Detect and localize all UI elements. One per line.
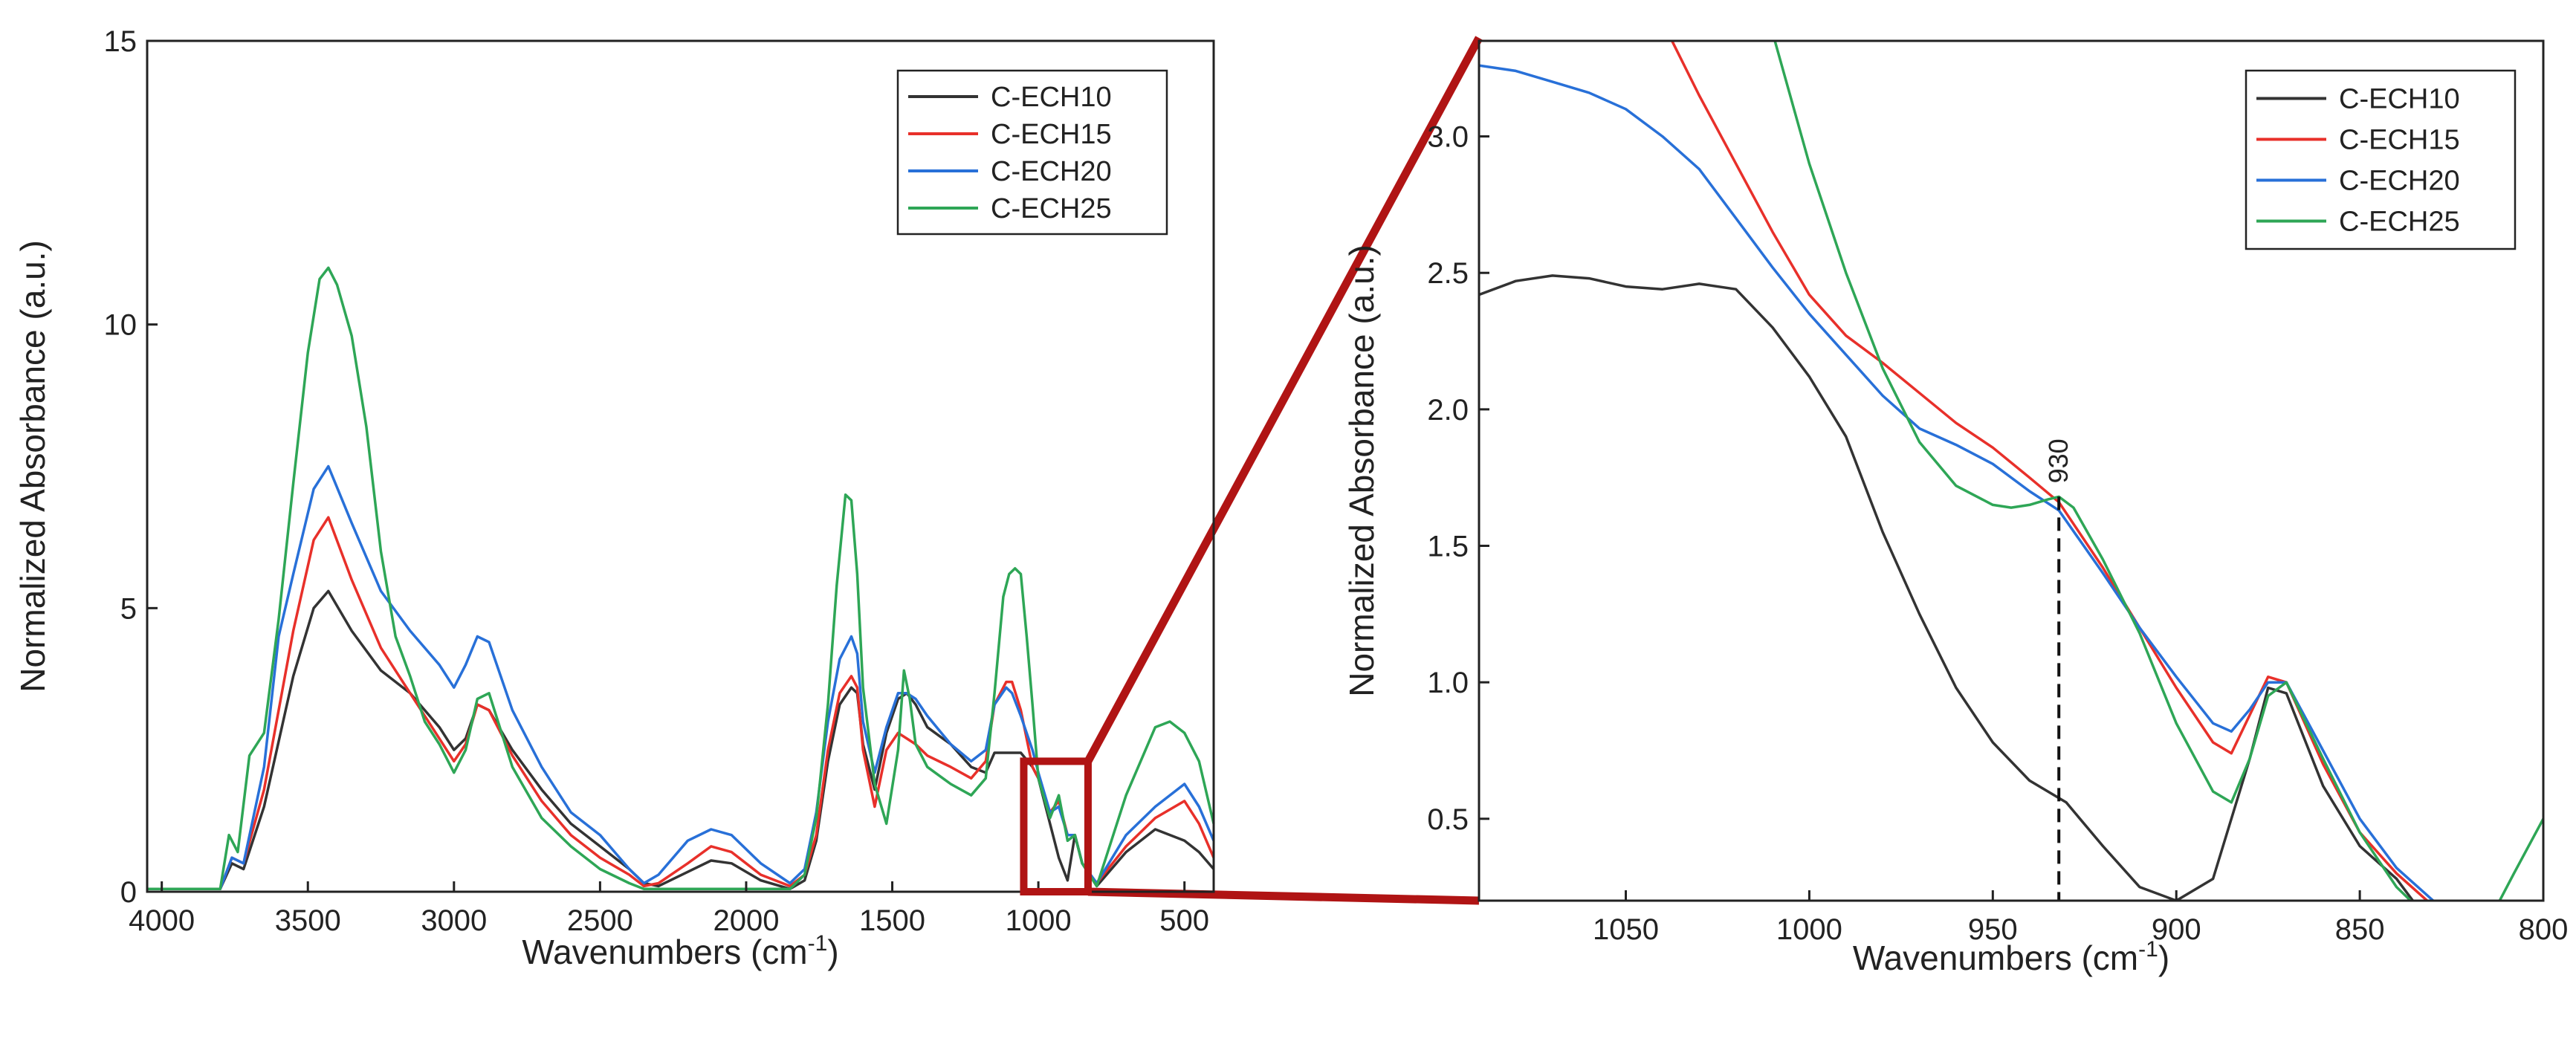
series-line-c-ech10 [1479,274,2415,901]
x-tick-label: 4000 [129,904,195,937]
y-tick-label: 2.5 [1427,257,1469,290]
zoom-connector-top [1084,36,1483,764]
x-tick-label: 1000 [1776,913,1842,946]
series-line-c-ech25 [1773,41,2543,901]
x-tick-label: 2000 [713,904,779,937]
x-tick-label: 2500 [567,904,633,937]
full-spectrum-y-axis-title: Normalized Absorbance (a.u.) [13,240,52,693]
zoomed-inset-legend: C-ECH10 C-ECH15 C-ECH20 C-ECH25 [2245,69,2517,250]
zoom-region-box [1020,757,1092,896]
legend-label-c-ech20: C-ECH20 [2339,166,2460,197]
full-spectrum-panel: 4000 3500 3000 2500 2000 1500 1000 500 0 5 10 15 C-… [13,25,1215,971]
y-tick-label: 3.0 [1427,121,1469,154]
legend-label-c-ech15: C-ECH15 [2339,125,2460,156]
y-tick-label: 0.5 [1427,803,1469,836]
zoomed-inset-panel: 930 1050 1000 950 900 850 800 0.5 1.0 1.5 2.0 2.5 3… [1342,39,2568,977]
series-line-c-ech15 [1670,41,2430,901]
x-tick-label: 950 [1968,913,2018,946]
y-tick-label: 1.5 [1427,531,1469,563]
full-spectrum-legend: C-ECH10 C-ECH15 C-ECH20 C-ECH25 [896,69,1168,236]
y-tick-label: 15 [104,25,137,58]
legend-label-c-ech10: C-ECH10 [991,82,1112,113]
y-tick-label: 10 [104,309,137,342]
y-tick-label: 2.0 [1427,394,1469,427]
legend-label-c-ech15: C-ECH15 [991,119,1112,150]
series-line-c-ech10 [147,589,1215,890]
legend-label-c-ech20: C-ECH20 [991,156,1112,187]
full-spectrum-axes: 4000 3500 3000 2500 2000 1500 1000 500 0 5 10 15 [104,25,1210,937]
full-spectrum-series [147,266,1215,890]
legend-box [2245,69,2517,250]
zoomed-inset-x-axis-title: Wavenumbers (cm-1) [1853,937,2169,977]
legend-label-c-ech25: C-ECH25 [991,193,1112,224]
y-tick-label: 5 [120,592,137,625]
x-tick-label: 3000 [421,904,487,937]
y-tick-label: 0 [120,876,137,909]
zoom-connector-bottom [1087,887,1480,905]
x-tick-label: 900 [2152,913,2201,946]
series-line-c-ech20 [147,464,1215,890]
full-spectrum-x-axis-title: Wavenumbers (cm-1) [522,931,838,971]
x-tick-label: 3500 [275,904,341,937]
legend-label-c-ech10: C-ECH10 [2339,84,2460,115]
x-tick-label: 500 [1159,904,1209,937]
x-tick-label: 800 [2519,913,2569,946]
x-tick-label: 1050 [1593,913,1659,946]
x-tick-label: 1500 [859,904,925,937]
y-tick-label: 1.0 [1427,667,1469,699]
series-line-c-ech25 [147,266,1215,890]
full-spectrum-plot-frame [146,39,1215,893]
annotation-930-label: 930 [2043,438,2074,483]
x-tick-label: 850 [2335,913,2385,946]
zoomed-inset-plot-frame [1478,39,2545,902]
zoomed-inset-series [1479,41,2543,901]
zoomed-inset-y-axis-title: Normalized Absorbance (a.u.) [1342,244,1381,697]
legend-label-c-ech25: C-ECH25 [2339,207,2460,238]
x-tick-label: 1000 [1006,904,1072,937]
zoomed-inset-axes: 1050 1000 950 900 850 800 0.5 1.0 1.5 2.0 2.5 3.0 [1427,121,2568,946]
